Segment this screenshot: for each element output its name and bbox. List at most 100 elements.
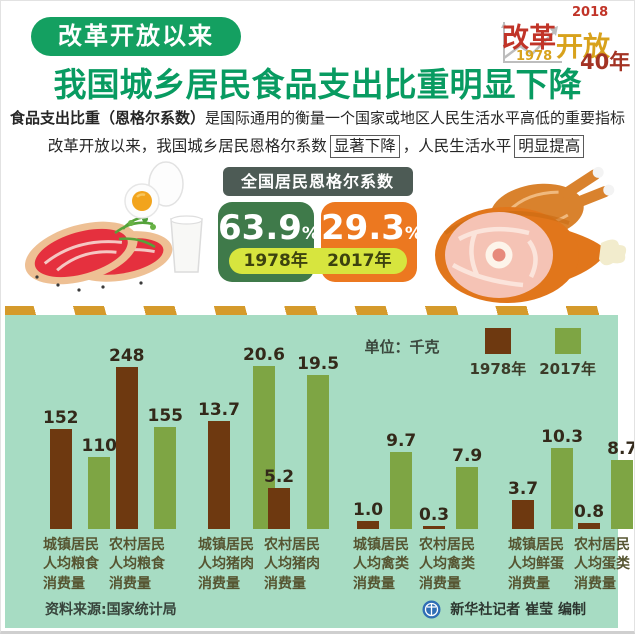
bar-value-label: 110 (81, 436, 118, 456)
bar-value-label: 1.0 (353, 500, 384, 520)
chicken-ham-icon (435, 166, 627, 303)
bar-2017年 (456, 467, 479, 529)
category-label-line: 人均禽类 (353, 556, 409, 573)
bar-2017年 (307, 375, 330, 529)
logo-word-red: 改革 (502, 23, 556, 54)
legend-items: 1978年 2017年 (469, 328, 596, 379)
anniversary-logo: 改革 2018 开放 1978 40年 (498, 4, 630, 74)
credit-text: 新华社记者 崔莹 编制 (450, 602, 586, 618)
chart-group-7: 0.8 8.7 农村居民人均蛋类消费量 (574, 315, 635, 594)
bar-column: 248 (109, 346, 145, 529)
bar-value-label: 0.8 (574, 502, 605, 522)
bar-value-label: 0.3 (419, 505, 450, 525)
bar-value-label: 8.7 (607, 439, 635, 459)
bar-chart: 152 110 城镇居民 人均粮食 消费量 248 155 农村居民 人均粮食 消费量 13.7 20… (43, 315, 635, 594)
bar-value-label: 152 (43, 408, 79, 428)
category-label-line: 城镇居民 (508, 537, 564, 553)
category-label: 城镇居民 人均鲜蛋 消费量 (508, 536, 570, 594)
category-label-line: 消费量 (574, 575, 616, 592)
category-label: 城镇居民人均猪肉消费量 (198, 536, 260, 594)
bar-column: 8.7 (607, 439, 635, 529)
bar-column: 0.3 (419, 505, 449, 529)
engel-header: 全国居民恩格尔系数 (222, 167, 413, 196)
category-label-line: 城镇居民 (43, 537, 99, 553)
legend-label: 2017年 (539, 360, 596, 378)
category-label-line: 城镇居民 (198, 537, 254, 553)
chart-group-6: 3.7 10.3 城镇居民 人均鲜蛋 消费量 (508, 315, 583, 594)
intro-line: 食品支出比重（恩格尔系数）是国际通用的衡量一个国家或地区人民生活水平高低的重要指… (1, 107, 634, 128)
intro-text: 是国际通用的衡量一个国家或地区人民生活水平高低的重要指标 (205, 109, 626, 127)
bar-value-label: 155 (147, 406, 184, 426)
engel-year-1978: 1978年 (243, 251, 308, 271)
bar-column: 5.2 (264, 467, 294, 529)
category-label-line: 农村居民 (574, 537, 630, 553)
legend-label: 1978年 (469, 360, 527, 378)
data-source: 资料来源:国家统计局 (45, 602, 177, 618)
food-illustration-left (3, 157, 218, 311)
category-label-line: 消费量 (198, 575, 240, 592)
category-label-line: 消费量 (353, 575, 395, 592)
category-label-line: 人均粮食 (43, 556, 99, 573)
engel-value-2017: 29.3% (321, 208, 422, 248)
category-label: 农村居民 人均粮食 消费量 (109, 536, 171, 594)
bar-2017年 (88, 457, 111, 529)
chart-group-2: 13.7 20.6 城镇居民人均猪肉消费量 (198, 315, 285, 594)
category-label-line: 消费量 (264, 575, 306, 592)
bar-pair: 248 155 (109, 315, 183, 529)
panel-footer: 资料来源:国家统计局 新华社记者 崔莹 编制 (45, 599, 586, 619)
bar-column: 3.7 (508, 479, 538, 529)
category-label-line: 城镇居民 (353, 537, 409, 553)
category-label: 农村居民 人均禽类 消费量 (419, 536, 481, 594)
highlight-box-improve: 明显提高 (514, 135, 585, 158)
chart-panel: 单位：千克 1978年 2017年 152 110 城镇居民 人均粮食 消费量 248 155… (5, 315, 634, 628)
bar-column: 19.5 (297, 354, 339, 529)
bar-pair: 5.2 19.5 (264, 315, 339, 529)
engel-year-2017: 2017年 (327, 251, 392, 271)
bar-1978年 (49, 429, 72, 529)
logo-anniversary: 40年 (580, 50, 631, 74)
steak-eggs-milk-icon (24, 161, 203, 292)
percent-sign: % (404, 224, 422, 244)
summary-line: 改革开放以来，我国城乡居民恩格尔系数 显著下降 ，人民生活水平 明显提高 (1, 134, 634, 158)
line-chart-icon (501, 22, 562, 63)
bar-value-label: 19.5 (297, 354, 340, 374)
legend-item-2017年: 2017年 (539, 328, 596, 379)
bar-column: 155 (147, 406, 184, 529)
bar-column: 7.9 (452, 446, 482, 529)
legend-swatch (484, 328, 511, 354)
category-label-line: 人均蛋类 (574, 556, 630, 573)
category-label-line: 消费量 (109, 575, 151, 592)
unit-label: 单位：千克 (364, 338, 440, 356)
bar-pair: 0.3 7.9 (419, 315, 482, 529)
chart-group-5: 0.3 7.9 农村居民 人均禽类 消费量 (419, 315, 482, 594)
bar-2017年 (154, 427, 177, 529)
category-label: 城镇居民人均禽类消费量 (353, 536, 415, 594)
bar-value-label: 20.6 (242, 345, 285, 365)
highlight-box-decline: 显著下降 (329, 135, 400, 158)
engel-value-1978: 63.9% (218, 208, 319, 248)
bar-column: 10.3 (541, 427, 583, 529)
chart-group-3: 5.2 19.5 农村居民 人均猪肉 消费量 (264, 315, 339, 594)
category-label-line: 人均猪肉 (198, 556, 254, 573)
legend-swatch (554, 328, 581, 354)
chart-legend: 单位：千克 1978年 2017年 (364, 328, 596, 379)
bar-1978年 (357, 521, 380, 529)
category-label: 农村居民人均蛋类消费量 (574, 536, 634, 594)
category-label-line: 农村居民 (109, 537, 165, 553)
header-badge: 改革开放以来 (31, 17, 241, 56)
dashed-divider (5, 306, 618, 315)
bar-column: 13.7 (198, 400, 240, 529)
category-label-line: 消费量 (419, 575, 461, 592)
logo-year-1978: 1978 (516, 49, 553, 64)
engel-year-banner: 1978年 2017年 (228, 248, 407, 274)
chart-group-1: 248 155 农村居民 人均粮食 消费量 (109, 315, 183, 594)
bar-1978年 (207, 421, 230, 529)
logo-word-gold: 开放 (556, 32, 610, 63)
bar-value-label: 7.9 (452, 446, 483, 466)
bar-value-label: 5.2 (264, 467, 295, 487)
bar-pair: 0.8 8.7 (574, 315, 635, 529)
engel-section: 全国居民恩格尔系数 63.9% 29.3% 1978年 2017年 (218, 167, 422, 282)
summary-part2: ，人民生活水平 (402, 137, 512, 155)
intro-term: 食品支出比重（恩格尔系数） (9, 109, 205, 127)
